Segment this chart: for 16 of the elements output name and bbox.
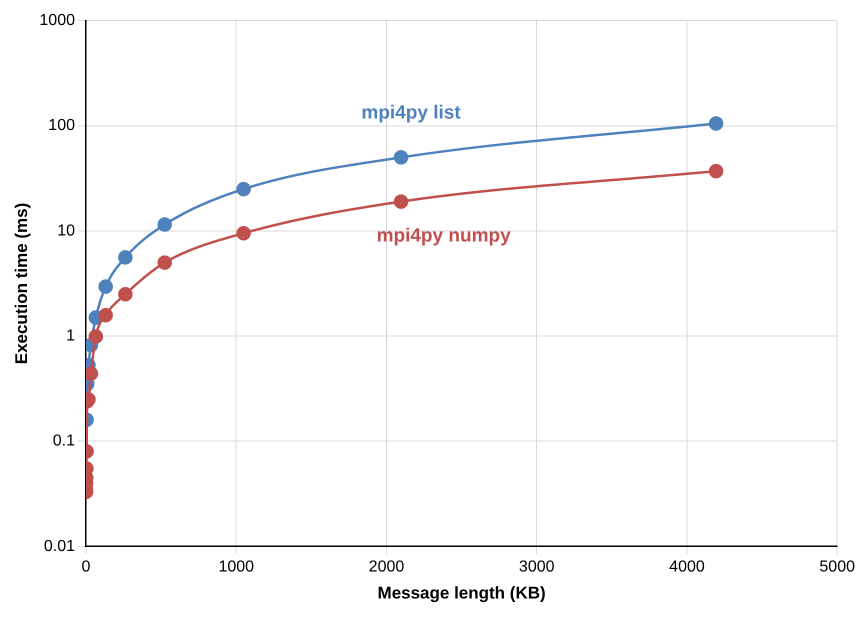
x-tick-label: 3000 [518, 558, 555, 576]
y-tick-label: 10 [57, 222, 76, 240]
x-tick-label: 0 [82, 558, 91, 576]
series-label: mpi4py numpy [376, 225, 512, 246]
y-tick-label: 1 [66, 327, 76, 344]
x-tick-label: 1000 [218, 558, 254, 576]
series-label: mpi4py list [361, 102, 462, 124]
y-tick-label: 100 [48, 117, 76, 134]
y-tick-label: 0.01 [44, 538, 76, 555]
x-tick-label: 4000 [669, 558, 705, 576]
x-axis-title: Message length (KB) [378, 583, 546, 602]
y-tick-label: 0.1 [52, 432, 76, 450]
y-tick-label: 1000 [39, 12, 76, 30]
x-tick-label: 2000 [368, 558, 404, 576]
y-axis-title: Execution time (ms) [12, 202, 31, 364]
x-tick-label: 5000 [819, 558, 856, 576]
